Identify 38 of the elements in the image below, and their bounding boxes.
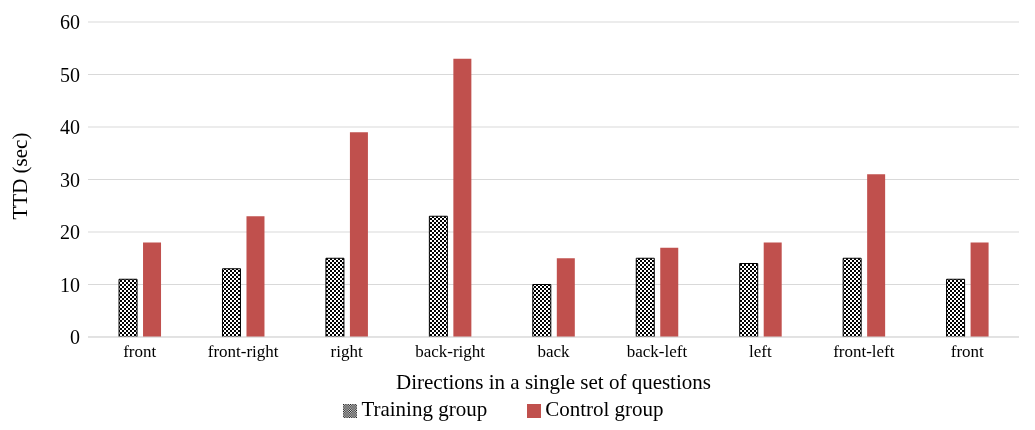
bar (660, 247, 679, 337)
bar (246, 216, 265, 337)
y-axis-title: TTD (sec) (8, 132, 33, 220)
x-tick-label: front-right (207, 342, 279, 362)
bar (739, 263, 759, 337)
x-tick-label: front (123, 342, 157, 362)
x-tick-label: left (749, 342, 772, 362)
bar (532, 284, 552, 337)
x-tick-label: right (330, 342, 363, 362)
legend-label: Training group (361, 397, 488, 421)
y-tick-label: 60 (60, 11, 80, 34)
bar (143, 242, 162, 337)
bar (763, 242, 782, 337)
x-tick-label: back (537, 342, 571, 362)
x-tick-label: front (950, 342, 985, 362)
bar (221, 268, 241, 337)
bar (867, 174, 886, 337)
y-tick-label: 20 (60, 221, 80, 244)
bar (842, 257, 862, 337)
y-tick-label: 10 (60, 273, 80, 296)
x-axis-title: Directions in a single set of questions (396, 370, 711, 394)
x-tick-label: back-right (415, 342, 486, 362)
y-tick-label: 30 (60, 168, 80, 191)
bar (349, 132, 368, 337)
bar (556, 258, 575, 337)
bar (946, 278, 966, 337)
legend-label: Control group (545, 397, 664, 421)
y-tick-label: 0 (70, 326, 80, 349)
bar (325, 257, 345, 337)
bar (453, 58, 472, 337)
bar (118, 278, 138, 337)
x-tick-label: front-left (833, 342, 895, 362)
y-tick-label: 50 (60, 63, 80, 86)
bar (635, 257, 655, 337)
bar (428, 215, 448, 337)
bar (970, 242, 989, 337)
x-tick-label: back-left (626, 342, 688, 362)
y-tick-label: 40 (60, 116, 80, 139)
